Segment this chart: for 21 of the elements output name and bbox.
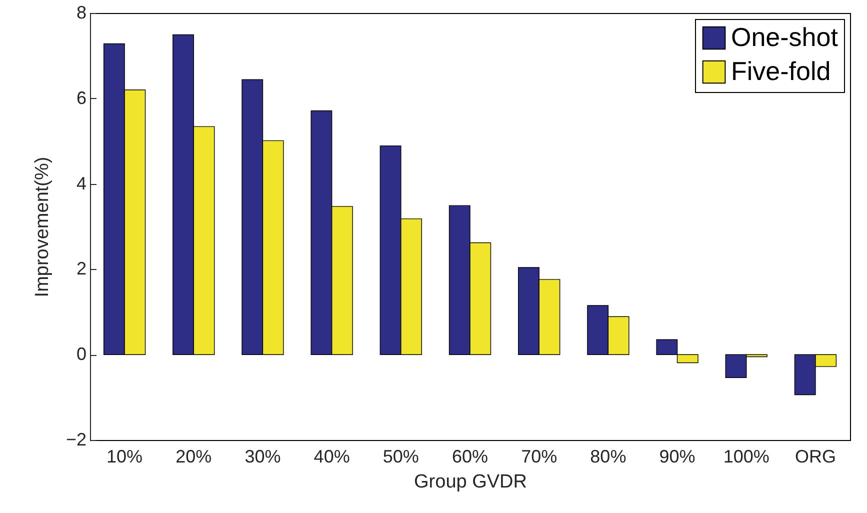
x-tick-label: 70% (521, 446, 558, 466)
x-tick-label: ORG (794, 446, 836, 466)
x-tick-label: 50% (382, 446, 419, 466)
y-axis-title: Improvement(%) (32, 156, 53, 298)
legend-label: Five-fold (731, 56, 831, 86)
x-tick-label: 80% (590, 446, 626, 466)
x-tick-label: 60% (452, 446, 488, 466)
y-tick-label: 2 (76, 258, 86, 279)
y-tick-label: 6 (76, 88, 86, 108)
x-tick-label: 20% (176, 446, 212, 466)
legend-label: One-shot (731, 22, 839, 52)
x-tick-label: 100% (723, 446, 770, 466)
x-tick-label: 90% (659, 446, 696, 466)
y-tick-label: 4 (76, 173, 86, 194)
y-tick-label: 0 (76, 344, 86, 364)
x-axis-title: Group GVDR (414, 472, 527, 492)
y-tick-label: 8 (76, 2, 86, 22)
x-tick-label: 30% (244, 446, 281, 466)
y-tick-label: −2 (66, 430, 86, 450)
x-tick-label: 10% (106, 446, 143, 466)
x-tick-label: 40% (314, 446, 350, 466)
